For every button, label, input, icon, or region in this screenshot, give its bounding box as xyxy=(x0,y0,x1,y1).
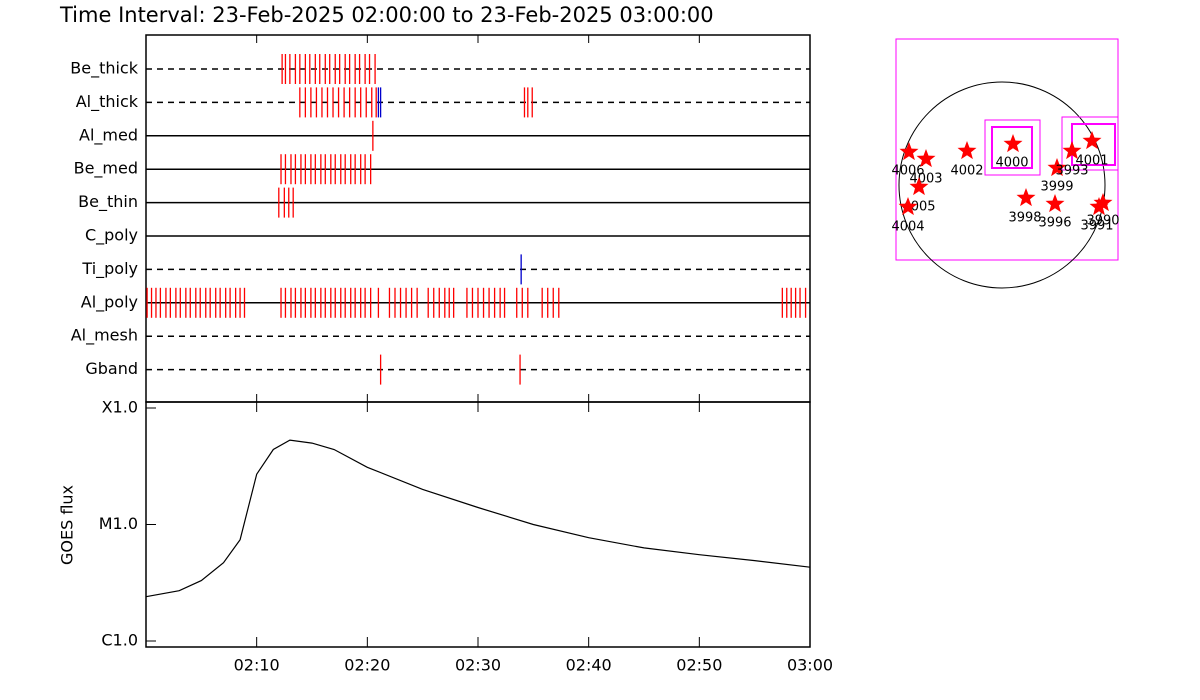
row-label: Be_thick xyxy=(70,59,138,79)
fov-box xyxy=(991,126,1033,169)
x-tick-label: 02:20 xyxy=(344,656,390,675)
region-label: 4001 xyxy=(1075,154,1108,169)
row-label: Al_thick xyxy=(76,92,139,112)
region-star xyxy=(1082,131,1102,150)
y-tick-label: C1.0 xyxy=(101,631,138,650)
x-tick-label: 03:00 xyxy=(787,656,833,675)
row-label: Al_med xyxy=(79,125,138,145)
row-label: Gband xyxy=(85,359,138,378)
row-label: Ti_poly xyxy=(81,259,138,279)
chart-title: Time Interval: 23-Feb-2025 02:00:00 to 2… xyxy=(59,3,714,27)
goes-curve xyxy=(145,439,811,598)
region-star xyxy=(909,177,929,196)
solar-disk xyxy=(898,81,1106,289)
region-star xyxy=(1089,197,1109,216)
row-label: C_poly xyxy=(85,226,138,246)
y-tick-label: M1.0 xyxy=(99,514,138,533)
x-tick-label: 02:10 xyxy=(234,656,280,675)
region-label: 3999 xyxy=(1040,180,1073,195)
region-star xyxy=(898,197,918,216)
x-tick-label: 02:40 xyxy=(566,656,612,675)
region-star xyxy=(916,149,936,168)
y-axis-label: GOES flux xyxy=(58,485,77,565)
region-star xyxy=(1047,158,1067,177)
region-label: 4002 xyxy=(950,164,983,179)
region-star xyxy=(957,141,977,160)
region-star xyxy=(899,142,919,161)
row-label: Al_poly xyxy=(81,292,138,312)
region-label: 3990 xyxy=(1086,214,1119,229)
region-label: 3998 xyxy=(1008,211,1041,226)
row-label: Be_med xyxy=(74,159,138,179)
region-label: 4006 xyxy=(891,164,924,179)
region-star xyxy=(1045,194,1065,213)
region-label: 4000 xyxy=(995,156,1028,171)
region-star xyxy=(1016,188,1036,207)
region-label: 3991 xyxy=(1080,219,1113,234)
region-label: 4004 xyxy=(891,220,924,235)
fov-box xyxy=(1061,116,1119,171)
region-star xyxy=(1062,141,1082,160)
fov-box xyxy=(984,119,1041,176)
region-label: 3993 xyxy=(1055,164,1088,179)
region-star xyxy=(1093,193,1113,212)
region-star xyxy=(1003,134,1023,153)
y-tick-label: X1.0 xyxy=(102,398,138,417)
row-label: Be_thin xyxy=(78,192,138,212)
x-tick-label: 02:30 xyxy=(455,656,501,675)
x-tick-label: 02:50 xyxy=(676,656,722,675)
region-label: 3996 xyxy=(1038,216,1071,231)
row-label: Al_mesh xyxy=(71,326,138,346)
